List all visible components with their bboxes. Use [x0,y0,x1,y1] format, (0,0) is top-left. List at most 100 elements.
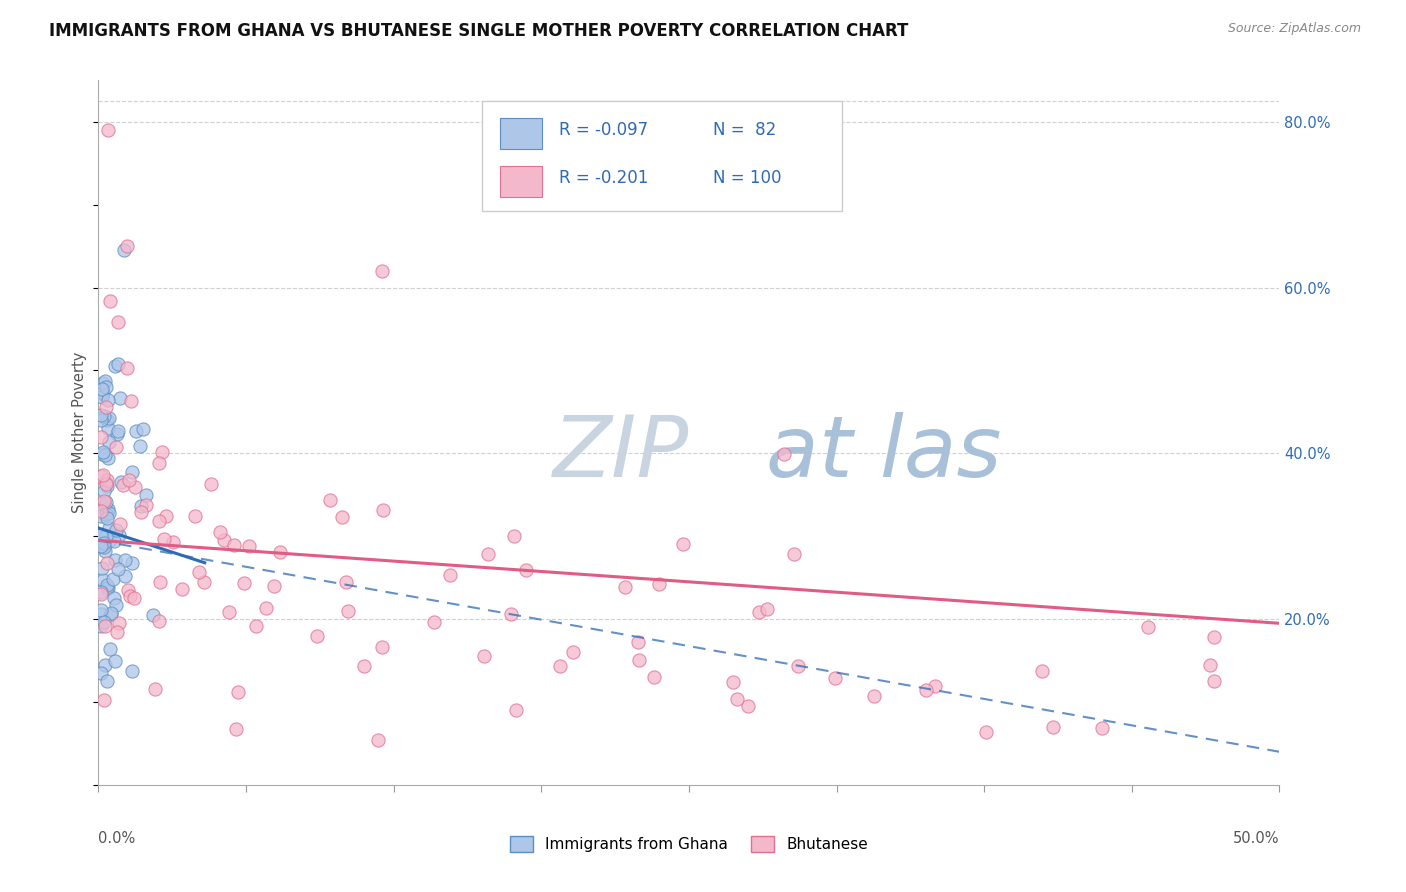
Point [91,391,114,405]
Point [648,577,671,591]
Point [124,480,146,494]
FancyBboxPatch shape [482,102,842,211]
Point [562,645,585,659]
Point [112,244,135,258]
Point [90,619,112,633]
Point [148,614,170,628]
Point [90,447,112,461]
Point [155,509,177,524]
Point [209,524,232,539]
Text: N =  82: N = 82 [713,121,776,139]
Point [108,516,131,531]
Point [100,642,122,657]
Point [723,674,745,689]
Point [1136,620,1159,634]
Point [97,392,120,407]
Point [105,426,128,441]
Point [141,607,163,622]
Point [773,447,796,461]
Point [93,409,115,423]
Point [228,684,250,698]
Point [423,615,446,629]
Point [335,575,357,590]
Point [128,439,150,453]
Point [101,572,124,586]
Point [97,434,120,449]
Point [93,535,115,549]
Text: 50.0%: 50.0% [1233,830,1279,846]
Point [225,722,247,736]
Point [371,640,394,654]
Point [90,607,112,621]
Point [114,553,136,567]
Point [371,502,394,516]
Point [97,502,120,516]
Point [120,393,142,408]
Point [94,499,117,513]
Point [90,468,112,483]
Point [515,563,537,577]
Point [755,602,778,616]
Point [90,408,112,422]
Point [90,503,112,517]
Text: R = -0.201: R = -0.201 [560,169,648,187]
Point [114,569,136,583]
Point [1204,674,1226,689]
Point [107,315,129,329]
Point [97,123,120,137]
Point [94,448,117,462]
Point [783,547,806,561]
Point [214,533,236,548]
Point [90,529,112,543]
Point [91,573,114,587]
Point [170,582,193,596]
Point [121,557,143,571]
Point [94,507,117,521]
Point [97,450,120,465]
Text: R = -0.097: R = -0.097 [560,121,648,139]
Point [107,615,129,630]
Point [96,673,118,688]
Point [91,376,114,390]
Point [96,510,118,524]
Point [93,615,115,629]
Point [96,556,118,570]
Point [787,658,810,673]
Point [90,603,112,617]
Point [91,467,114,482]
Point [96,412,118,426]
Point [915,683,938,698]
Point [148,514,170,528]
Legend: Immigrants from Ghana, Bhutanese: Immigrants from Ghana, Bhutanese [503,830,875,858]
Point [121,465,143,479]
Y-axis label: Single Mother Poverty: Single Mother Poverty [72,352,87,513]
Point [613,580,636,594]
Point [96,582,118,596]
Point [90,539,112,553]
Point [263,579,285,593]
FancyBboxPatch shape [501,166,543,196]
Point [121,664,143,678]
Point [367,733,389,747]
Point [96,577,118,591]
Point [115,360,138,375]
Point [100,607,122,621]
Point [474,649,496,664]
Text: IMMIGRANTS FROM GHANA VS BHUTANESE SINGLE MOTHER POVERTY CORRELATION CHART: IMMIGRANTS FROM GHANA VS BHUTANESE SINGL… [49,22,908,40]
Point [222,537,245,551]
Point [104,553,127,567]
Text: ZIP: ZIP [553,412,689,495]
Point [97,507,120,521]
Point [117,582,139,597]
Point [218,605,240,619]
Point [1091,721,1114,735]
Point [477,547,499,561]
Point [627,635,650,649]
Point [98,533,121,547]
Point [353,658,375,673]
Point [122,591,145,606]
Point [100,607,122,621]
Point [94,400,117,414]
Point [90,386,112,401]
Point [105,440,128,454]
